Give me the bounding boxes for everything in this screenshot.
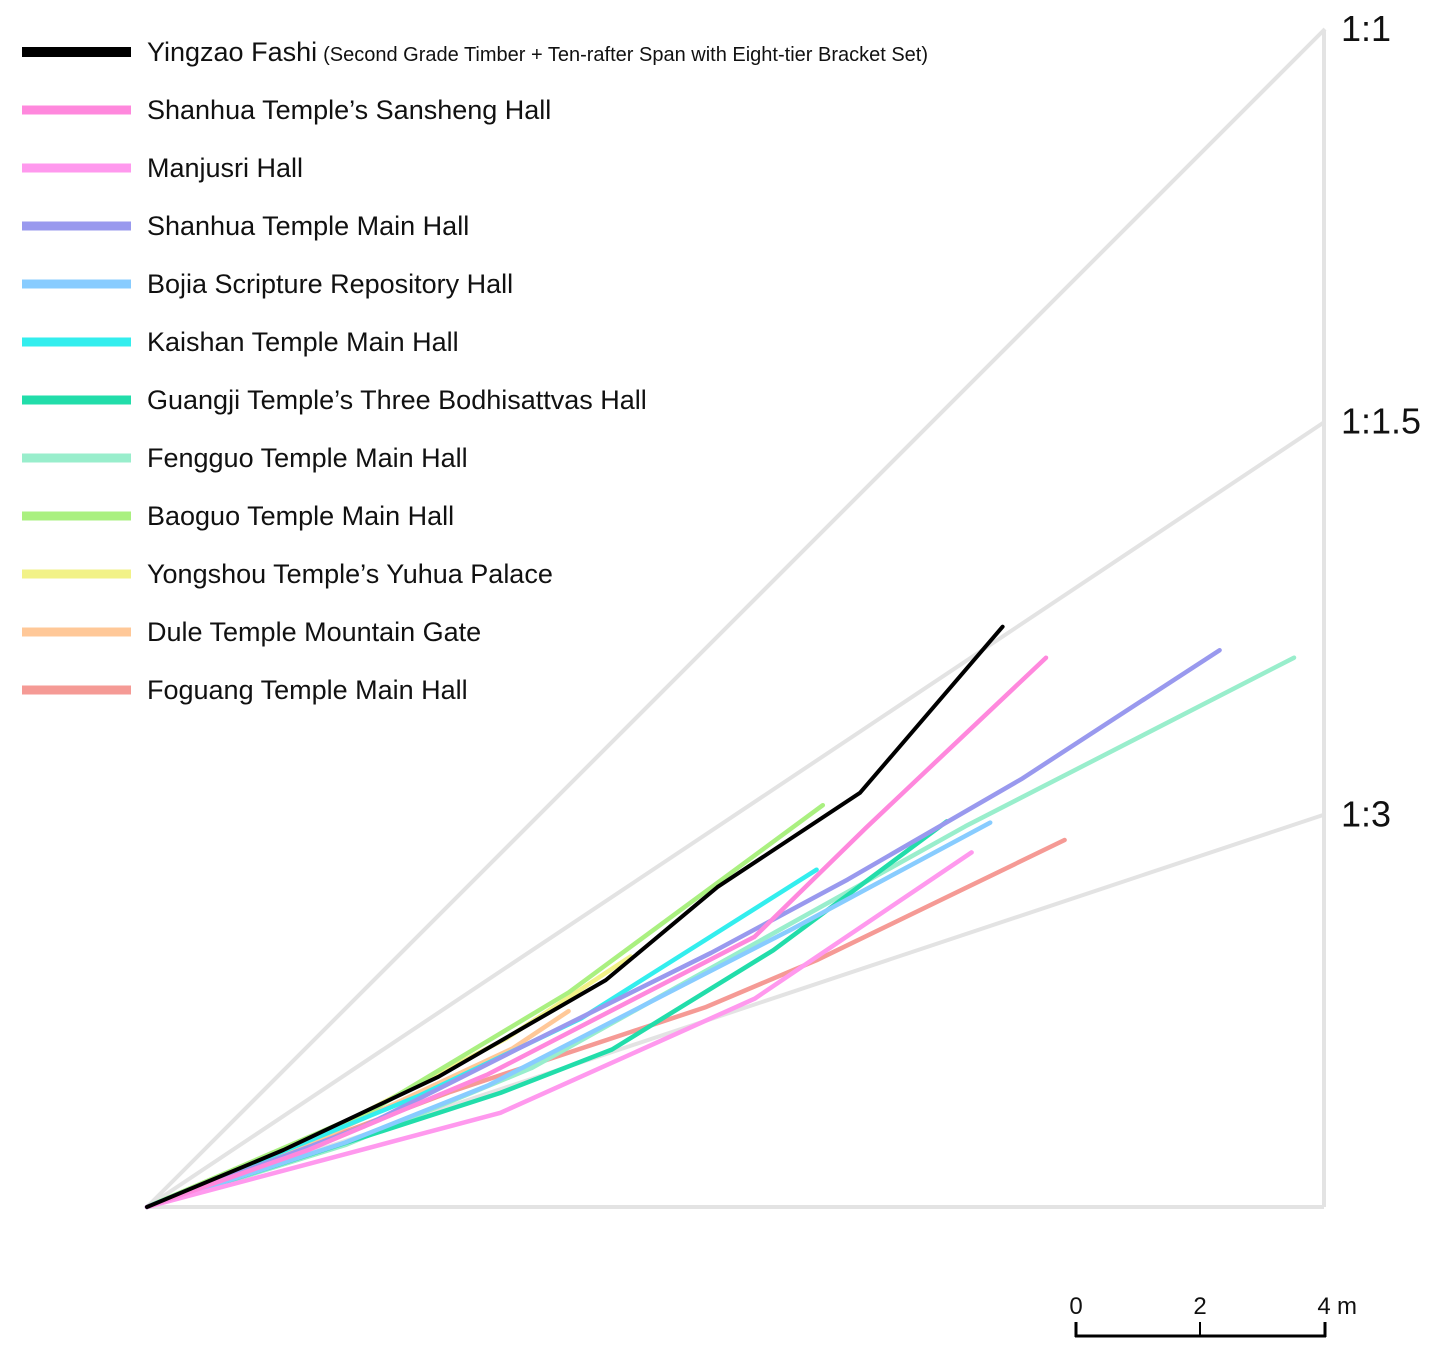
legend-label-4: Bojia Scripture Repository Hall	[147, 269, 513, 299]
legend-note-0: (Second Grade Timber + Ten-rafter Span w…	[323, 44, 928, 66]
scale-label-2: 2	[1193, 1293, 1206, 1320]
legend-label-8: Baoguo Temple Main Hall	[147, 501, 454, 531]
series-lines	[144, 624, 1297, 1210]
legend-label-0: Yingzao Fashi (Second Grade Timber + Ten-…	[147, 37, 928, 67]
legend-label-1: Shanhua Temple’s Sansheng Hall	[147, 95, 551, 125]
series-line-8	[144, 802, 826, 1210]
series-line-1	[144, 655, 1049, 1210]
legend: Yingzao Fashi (Second Grade Timber + Ten-…	[22, 37, 928, 705]
scale-bar: 0 2 4 m	[1069, 1293, 1357, 1338]
series-line-9	[144, 954, 633, 1210]
scale-unit: m	[1337, 1293, 1357, 1320]
legend-label-2: Manjusri Hall	[147, 153, 303, 183]
series-line-5	[144, 867, 819, 1210]
series-line-3	[144, 647, 1222, 1210]
series-line-0	[145, 624, 1005, 1209]
scale-label-4: 4	[1317, 1293, 1330, 1320]
legend-label-9: Yongshou Temple’s Yuhua Palace	[147, 559, 553, 589]
ratio-label-1-3: 1:3	[1341, 793, 1391, 834]
series-line-4	[144, 820, 993, 1210]
legend-label-7: Fengguo Temple Main Hall	[147, 443, 468, 473]
series-line-2	[144, 850, 974, 1210]
ratio-label-1-1: 1:1	[1341, 8, 1391, 49]
reference-line-1-1-5	[145, 419, 1327, 1209]
ratio-labels: 1:1 1:1.5 1:3	[1341, 8, 1421, 834]
legend-label-3: Shanhua Temple Main Hall	[147, 211, 469, 241]
legend-label-6: Guangji Temple’s Three Bodhisattvas Hall	[147, 385, 647, 415]
ratio-label-1-1-5: 1:1.5	[1341, 401, 1421, 442]
scale-label-0: 0	[1069, 1293, 1082, 1320]
legend-label-11: Foguang Temple Main Hall	[147, 675, 468, 705]
legend-label-5: Kaishan Temple Main Hall	[147, 327, 459, 357]
legend-label-10: Dule Temple Mountain Gate	[147, 617, 481, 647]
reference-line-1-1	[145, 27, 1327, 1209]
